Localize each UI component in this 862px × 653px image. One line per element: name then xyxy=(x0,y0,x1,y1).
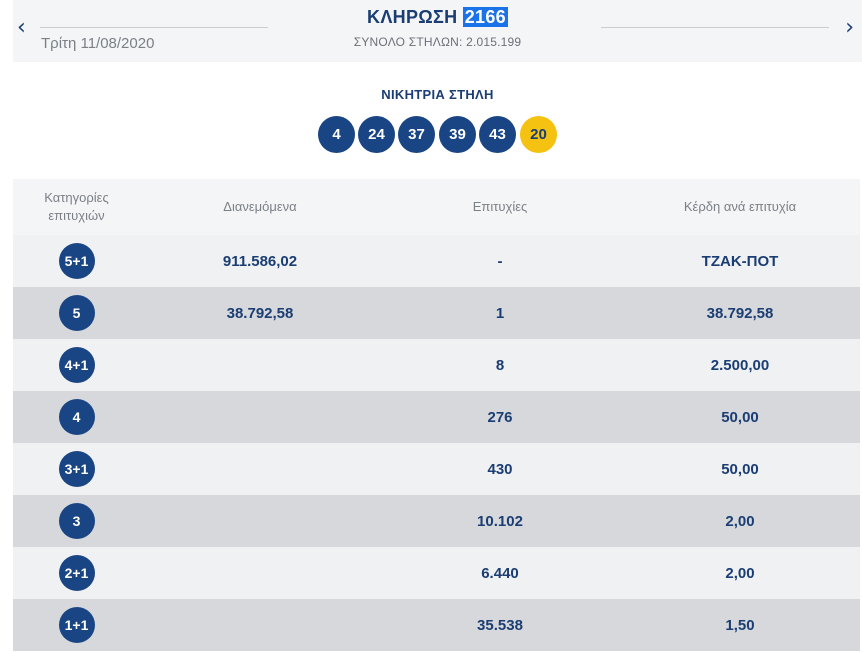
prize-cell: 38.792,58 xyxy=(706,304,774,322)
winners-cell: 276 xyxy=(487,408,513,426)
distributed-cell xyxy=(140,599,380,651)
winning-ball: 4 xyxy=(318,116,355,153)
table-row: 4+1 8 2.500,00 xyxy=(13,339,860,391)
divider xyxy=(40,27,268,28)
chevron-left-icon[interactable]: ‹ xyxy=(17,15,26,40)
winners-cell: 35.538 xyxy=(477,616,523,634)
prize-cell: 1,50 xyxy=(725,616,755,634)
category-badge: 4+1 xyxy=(58,347,95,383)
prize-cell: 2,00 xyxy=(725,564,755,582)
draw-number: 2166 xyxy=(462,7,508,27)
draw-header: ‹ Τρίτη 11/08/2020 ΚΛΗΡΩΣΗ 2166 ΣΥΝΟΛΟ Σ… xyxy=(13,0,862,62)
chevron-right-icon[interactable]: › xyxy=(845,15,854,40)
winners-cell: 6.440 xyxy=(481,564,519,582)
joker-ball: 20 xyxy=(520,116,557,153)
table-row: 5 38.792,58 1 38.792,58 xyxy=(13,287,860,339)
table-row: 1+1 35.538 1,50 xyxy=(13,599,860,651)
table-row: 4 276 50,00 xyxy=(13,391,860,443)
prize-cell: 2,00 xyxy=(725,512,755,530)
winning-ball: 24 xyxy=(358,116,395,153)
table-row: 5+1 911.586,02 - ΤΖΑΚ-ΠΟΤ xyxy=(13,235,860,287)
winners-cell: 1 xyxy=(495,304,505,322)
distributed-cell xyxy=(140,339,380,391)
winners-cell: 430 xyxy=(487,460,513,478)
winners-cell: - xyxy=(497,252,503,270)
table-row: 2+1 6.440 2,00 xyxy=(13,547,860,599)
draw-title-prefix: ΚΛΗΡΩΣΗ xyxy=(367,7,458,27)
prize-table: Κατηγορίες επιτυχιών Διανεμόμενα Επιτυχί… xyxy=(13,179,860,651)
winning-ball: 39 xyxy=(439,116,476,153)
total-columns: ΣΥΝΟΛΟ ΣΤΗΛΩΝ: 2.015.199 xyxy=(353,35,522,49)
winning-ball: 37 xyxy=(398,116,435,153)
category-badge: 3+1 xyxy=(58,451,95,487)
prize-cell: 50,00 xyxy=(721,408,759,426)
header-distributed: Διανεμόμενα xyxy=(223,199,297,214)
winning-ball: 43 xyxy=(479,116,516,153)
winners-cell: 10.102 xyxy=(477,512,523,530)
table-row: 3+1 430 50,00 xyxy=(13,443,860,495)
category-badge: 3 xyxy=(58,503,95,539)
category-badge: 5+1 xyxy=(58,243,95,279)
prize-cell: 50,00 xyxy=(721,460,759,478)
distributed-cell xyxy=(140,443,380,495)
draw-date: Τρίτη 11/08/2020 xyxy=(41,35,155,52)
table-row: 3 10.102 2,00 xyxy=(13,495,860,547)
header-category: Κατηγορίες επιτυχιών xyxy=(44,190,109,223)
distributed-cell: 911.586,02 xyxy=(222,252,298,270)
category-badge: 4 xyxy=(58,399,95,435)
winning-column-title: ΝΙΚΗΤΡΙΑ ΣΤΗΛΗ xyxy=(381,87,494,102)
divider xyxy=(601,27,829,28)
header-winners: Επιτυχίες xyxy=(472,199,528,214)
prize-cell: ΤΖΑΚ-ΠΟΤ xyxy=(701,252,779,270)
category-badge: 5 xyxy=(58,295,95,331)
distributed-cell xyxy=(140,391,380,443)
winners-cell: 8 xyxy=(495,356,505,374)
prize-cell: 2.500,00 xyxy=(710,356,770,374)
header-prize: Κέρδη ανά επιτυχία xyxy=(683,199,797,214)
distributed-cell: 38.792,58 xyxy=(226,304,294,322)
table-header: Κατηγορίες επιτυχιών Διανεμόμενα Επιτυχί… xyxy=(13,179,860,235)
category-badge: 1+1 xyxy=(58,607,95,643)
category-badge: 2+1 xyxy=(58,555,95,591)
distributed-cell xyxy=(140,495,380,547)
distributed-cell xyxy=(140,547,380,599)
draw-title: ΚΛΗΡΩΣΗ 2166 xyxy=(13,7,862,28)
